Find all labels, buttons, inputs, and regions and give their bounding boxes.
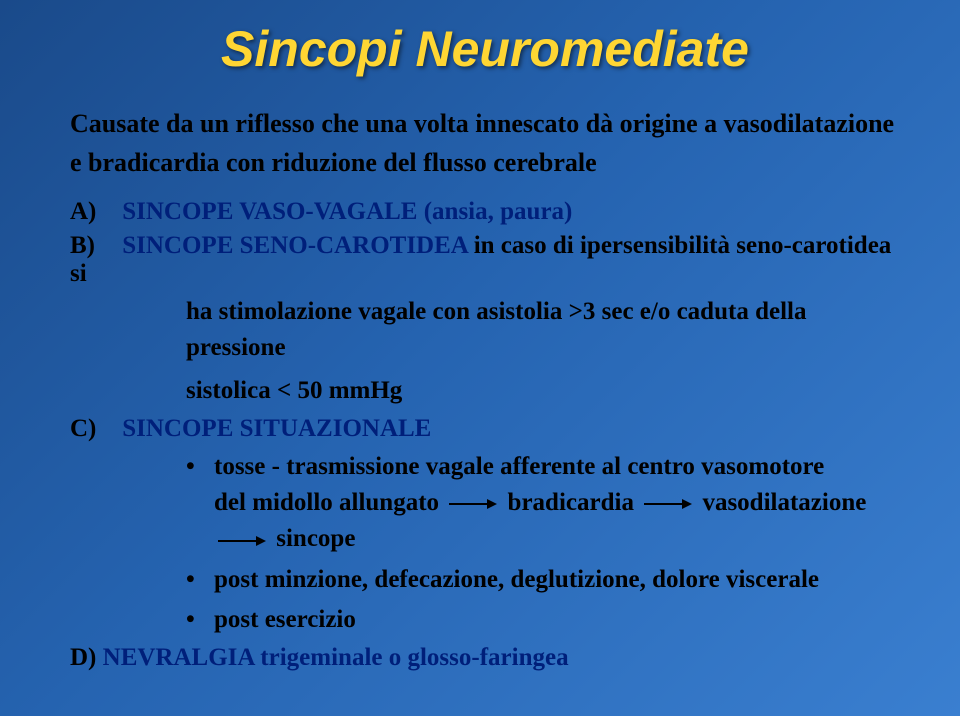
item-b-label: B)	[70, 232, 116, 260]
bullet-list: • tosse - trasmissione vagale afferente …	[186, 449, 900, 638]
item-c: C) SINCOPE SITUAZIONALE	[70, 415, 900, 443]
bullet-3: • post esercizio	[186, 602, 900, 638]
bullet-dot-icon: •	[186, 602, 214, 638]
item-b-sub2: sistolica < 50 mmHg	[186, 373, 900, 409]
bullet-dot-icon: •	[186, 449, 214, 485]
bullet-1-line2-p2: bradicardia	[508, 489, 634, 516]
item-d-text: NEVRALGIA trigeminale o glosso-faringea	[103, 644, 569, 671]
item-a-text: SINCOPE VASO-VAGALE (ansia, paura)	[122, 198, 572, 225]
arrow-icon	[644, 499, 692, 509]
bullet-2-text: post minzione, defecazione, deglutizione…	[214, 562, 900, 598]
slide-title: Sincopi Neuromediate	[70, 20, 900, 78]
item-b: B) SINCOPE SENO-CAROTIDEA in caso di ipe…	[70, 232, 900, 288]
item-a-label: A)	[70, 198, 116, 226]
item-c-label: C)	[70, 415, 116, 443]
item-c-text: SINCOPE SITUAZIONALE	[122, 415, 431, 442]
slide: Sincopi Neuromediate Causate da un rifle…	[0, 0, 960, 692]
bullet-1-text: tosse - trasmissione vagale afferente al…	[214, 449, 900, 558]
item-b-text-blue: SINCOPE SENO-CAROTIDEA	[122, 232, 467, 259]
item-d: D) NEVRALGIA trigeminale o glosso-faring…	[70, 644, 900, 672]
item-b-sub1: ha stimolazione vagale con asistolia >3 …	[186, 294, 900, 367]
arrow-icon	[449, 499, 497, 509]
bullet-1-line2-p1: del midollo allungato	[214, 489, 439, 516]
bullet-2: • post minzione, defecazione, deglutizio…	[186, 562, 900, 598]
item-d-label: D)	[70, 644, 96, 671]
item-a: A) SINCOPE VASO-VAGALE (ansia, paura)	[70, 198, 900, 226]
intro-line1: Causate da un riflesso che una volta inn…	[70, 109, 894, 138]
bullet-1-line2-p4: sincope	[276, 525, 355, 552]
intro-text: Causate da un riflesso che una volta inn…	[70, 104, 900, 182]
bullet-dot-icon: •	[186, 562, 214, 598]
bullet-1: • tosse - trasmissione vagale afferente …	[186, 449, 900, 558]
bullet-1-line1: tosse - trasmissione vagale afferente al…	[214, 453, 824, 480]
arrow-icon	[218, 536, 266, 546]
bullet-1-line2-p3: vasodilatazione	[702, 489, 866, 516]
intro-line2: e bradicardia con riduzione del flusso c…	[70, 148, 597, 177]
bullet-3-text: post esercizio	[214, 602, 900, 638]
